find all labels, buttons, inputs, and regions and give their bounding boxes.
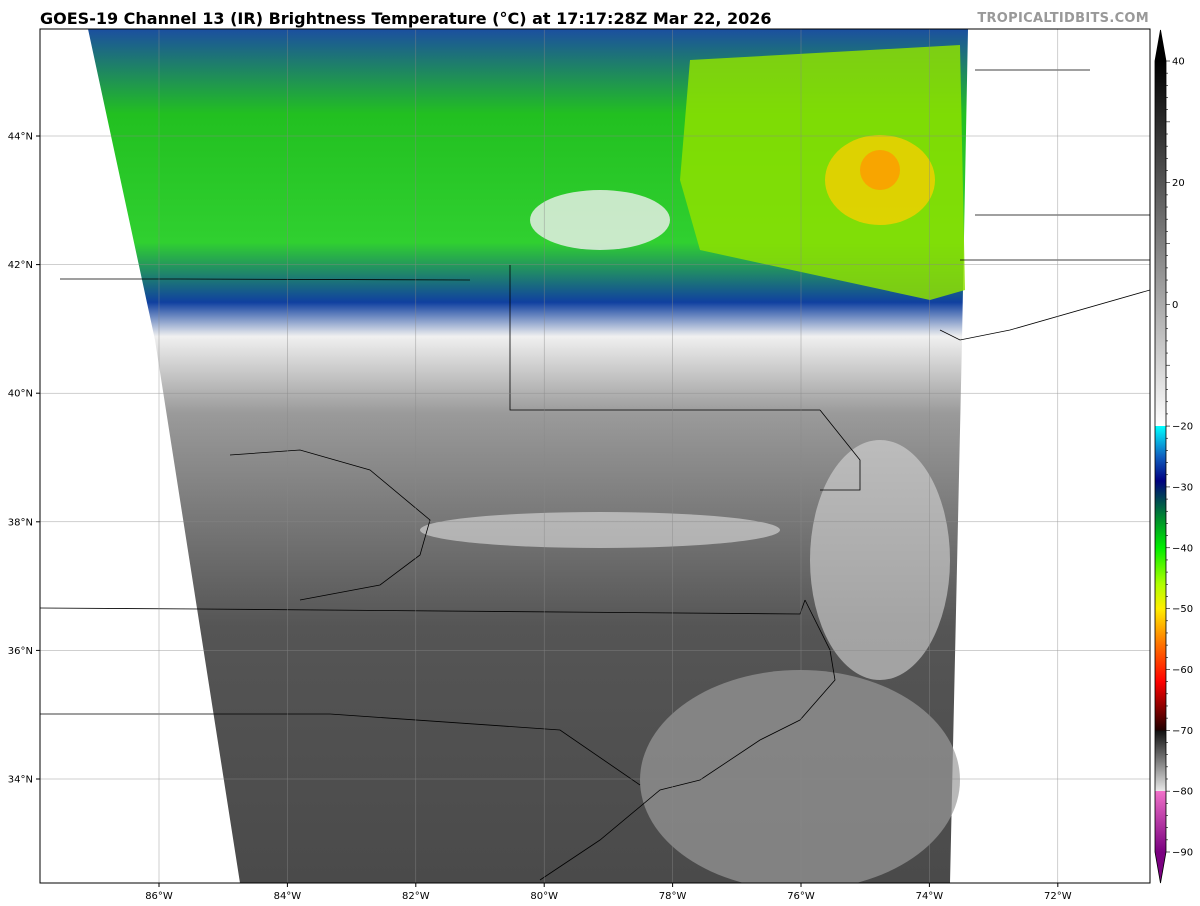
colorbar-tick-label: 40 [1172,57,1185,68]
colorbar-tick-label: −40 [1172,543,1193,554]
colorbar-tick-label: −70 [1172,726,1193,737]
cloud-band-yellow [680,45,965,300]
colorbar-max-arrow [1155,30,1166,61]
map-title: GOES-19 Channel 13 (IR) Brightness Tempe… [40,9,772,28]
lon-tick-label: 80°W [530,891,558,902]
colorbar-tick-label: −20 [1172,422,1193,433]
lon-tick-label: 76°W [787,891,815,902]
lon-tick-label: 78°W [659,891,687,902]
colorbar-min-arrow [1155,852,1166,883]
cloud-streak [810,440,950,680]
lat-tick-label: 34°N [8,775,33,786]
lat-tick-label: 42°N [8,260,33,271]
colorbar-tick-label: 0 [1172,300,1178,311]
lon-tick-label: 82°W [402,891,430,902]
colorbar-gradient [1155,61,1166,852]
boundaries [40,69,1150,881]
lon-tick-label: 84°W [274,891,302,902]
lon-tick-label: 72°W [1044,891,1072,902]
lat-tick-label: 44°N [8,132,33,143]
brand-watermark: TROPICALTIDBITS.COM [977,11,1149,26]
colorbar-tick-label: −30 [1172,482,1193,493]
coastal-ocean [640,670,960,883]
map-frame [39,28,1151,884]
cloud-streak [420,512,780,548]
clear-patch [530,190,670,250]
colorbar-tick-label: −60 [1172,665,1193,676]
colorbar-tick-label: −50 [1172,604,1193,615]
lat-tick-label: 36°N [8,646,33,657]
colorbar-tick-label: 20 [1172,178,1185,189]
lat-tick-label: 40°N [8,389,33,400]
colorbar-tick-label: −90 [1172,848,1193,859]
colorbar: 40 20 0 −20 −30 −40 −50 −60 −70 −80 −90 [1154,29,1193,884]
lat-tick-label: 38°N [8,517,33,528]
cold-cloud-core [860,150,900,190]
lon-tick-label: 74°W [916,891,944,902]
gridlines [40,29,1150,883]
lon-tick-label: 86°W [145,891,173,902]
colorbar-tick-label: −80 [1172,787,1193,798]
